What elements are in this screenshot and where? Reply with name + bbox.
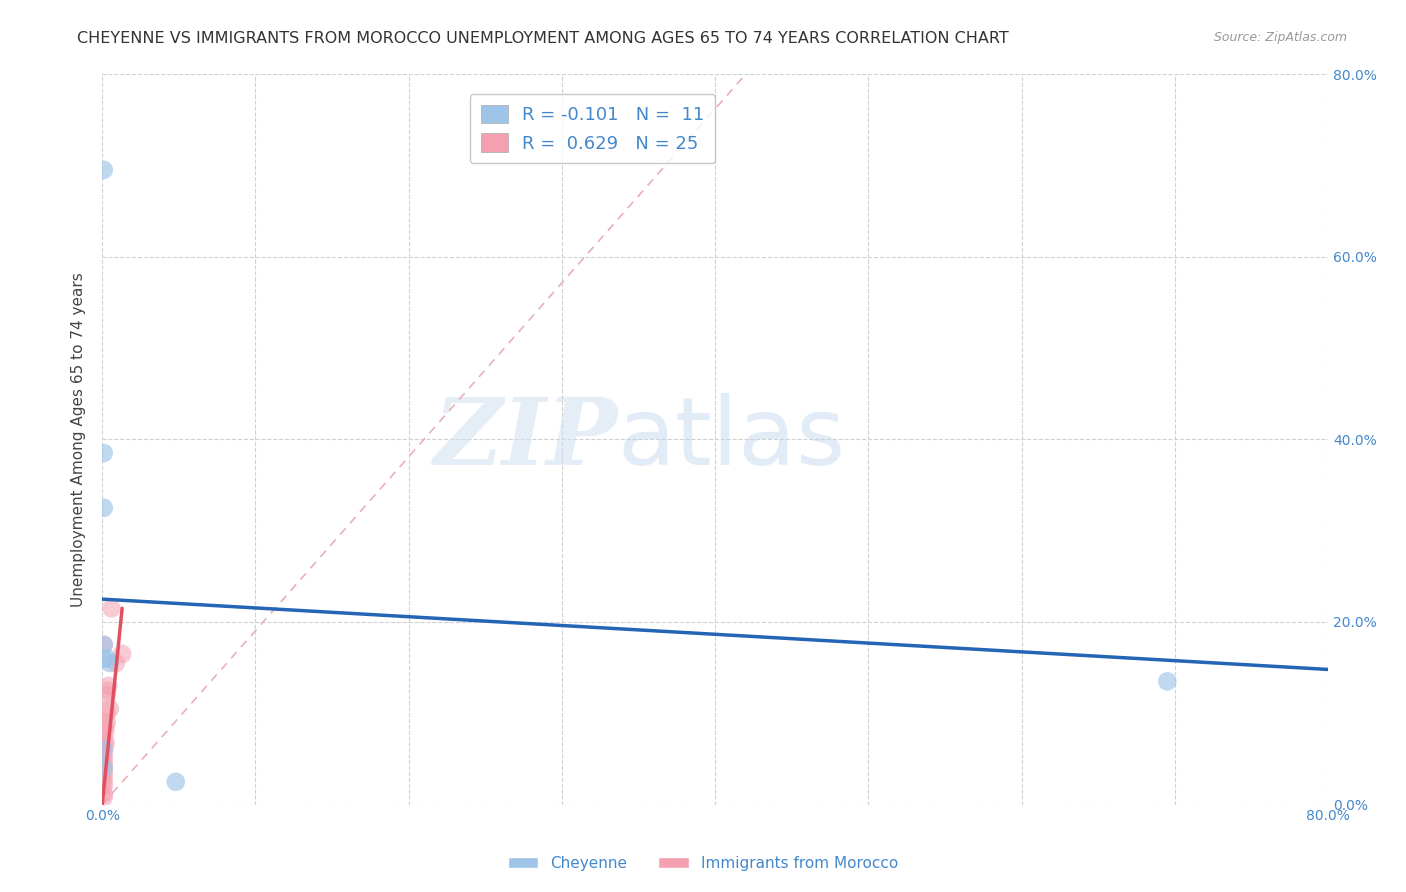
- Point: [93, 756, 115, 771]
- Point: [96, 715, 118, 730]
- Point: [165, 774, 187, 789]
- Point: [94, 733, 117, 747]
- Point: [96, 688, 118, 702]
- Point: [93, 638, 115, 652]
- Point: [111, 647, 134, 661]
- Point: [93, 743, 115, 757]
- Text: Source: ZipAtlas.com: Source: ZipAtlas.com: [1213, 31, 1347, 45]
- Point: [98, 702, 121, 716]
- Point: [93, 162, 115, 177]
- Point: [1156, 674, 1178, 689]
- Point: [93, 790, 115, 805]
- Legend: Cheyenne, Immigrants from Morocco: Cheyenne, Immigrants from Morocco: [502, 850, 904, 877]
- Point: [96, 683, 118, 698]
- Point: [97, 679, 120, 693]
- Point: [93, 747, 115, 762]
- Point: [93, 651, 115, 665]
- Point: [96, 706, 118, 721]
- Point: [94, 724, 117, 739]
- Point: [94, 720, 117, 734]
- Point: [93, 765, 115, 780]
- Y-axis label: Unemployment Among Ages 65 to 74 years: Unemployment Among Ages 65 to 74 years: [72, 272, 86, 607]
- Point: [105, 656, 128, 670]
- Text: ZIP: ZIP: [433, 394, 617, 484]
- Text: atlas: atlas: [617, 393, 845, 485]
- Point: [93, 774, 115, 789]
- Point: [100, 601, 122, 615]
- Point: [93, 743, 115, 757]
- Point: [93, 761, 115, 775]
- Point: [93, 780, 115, 794]
- Point: [93, 752, 115, 766]
- Point: [93, 638, 115, 652]
- Point: [96, 651, 118, 665]
- Legend: R = -0.101   N =  11, R =  0.629   N = 25: R = -0.101 N = 11, R = 0.629 N = 25: [470, 94, 716, 163]
- Point: [93, 500, 115, 515]
- Text: CHEYENNE VS IMMIGRANTS FROM MOROCCO UNEMPLOYMENT AMONG AGES 65 TO 74 YEARS CORRE: CHEYENNE VS IMMIGRANTS FROM MOROCCO UNEM…: [77, 31, 1010, 46]
- Point: [93, 761, 115, 775]
- Point: [94, 738, 117, 752]
- Point: [98, 656, 121, 670]
- Point: [93, 770, 115, 784]
- Point: [93, 446, 115, 460]
- Point: [93, 787, 115, 801]
